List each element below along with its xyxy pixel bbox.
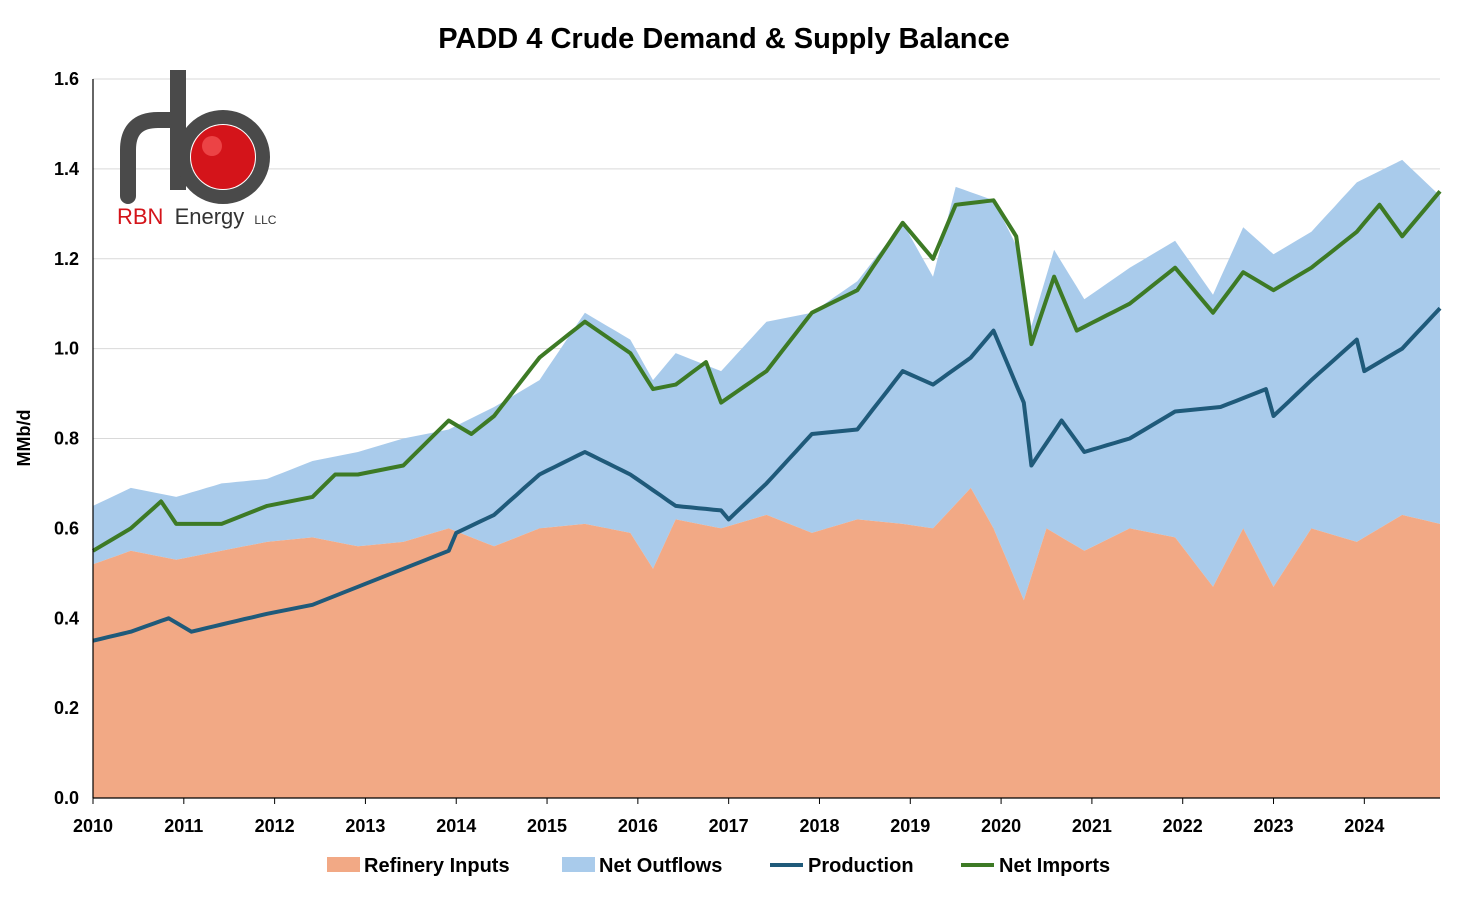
y-tick-label: 0.0: [54, 788, 79, 808]
logo-suffix: LLC: [254, 213, 276, 227]
x-tick-label: 2012: [255, 816, 295, 836]
x-tick-label: 2017: [709, 816, 749, 836]
rbn-logo: RBN Energy LLC: [117, 70, 277, 229]
legend-label-net-imports: Net Imports: [999, 855, 1110, 877]
x-tick-label: 2011: [164, 816, 203, 836]
x-tick-label: 2018: [799, 816, 839, 836]
legend-swatch-refinery-inputs: [327, 857, 360, 872]
x-tick-label: 2020: [981, 816, 1021, 836]
net-imports-line: [91, 190, 1442, 553]
y-tick-label: 1.4: [54, 159, 79, 179]
logo-name: Energy: [175, 204, 245, 229]
x-tick-label: 2014: [436, 816, 476, 836]
y-tick-label: 1.6: [54, 69, 79, 89]
y-tick-label: 1.2: [54, 249, 79, 269]
x-tick-label: 2024: [1344, 816, 1384, 836]
x-tick-label: 2010: [73, 816, 113, 836]
x-tick-label: 2022: [1163, 816, 1203, 836]
chart-title: PADD 4 Crude Demand & Supply Balance: [438, 23, 1010, 55]
y-tick-label: 0.2: [54, 698, 79, 718]
logo-brand: RBN: [117, 204, 163, 229]
x-tick-label: 2015: [527, 816, 567, 836]
net-outflows-area: [93, 159, 1440, 601]
y-tick-label: 0.6: [54, 518, 79, 538]
refinery-inputs-area: [93, 487, 1440, 798]
x-tick-label: 2013: [345, 816, 385, 836]
legend-label-refinery-inputs: Refinery Inputs: [364, 855, 510, 877]
y-axis-title: MMb/d: [14, 410, 34, 467]
legend-label-production: Production: [808, 855, 914, 877]
y-tick-label: 1.0: [54, 339, 79, 359]
area-series: [93, 159, 1440, 798]
axes: [92, 79, 1440, 799]
y-tick-label: 0.4: [54, 608, 79, 628]
legend: Refinery Inputs Net Outflows Production …: [327, 855, 1110, 877]
x-tick-label: 2016: [618, 816, 658, 836]
line-series: [91, 190, 1442, 643]
legend-swatch-net-outflows: [562, 857, 595, 872]
svg-text:RBN Energy LLC: RBN Energy LLC: [117, 204, 277, 229]
x-axis-ticks: 2010 2011 2012 2013 2014 2015 2016 2017 2018 2019…: [73, 798, 1384, 836]
x-tick-label: 2021: [1072, 816, 1112, 836]
y-tick-label: 0.8: [54, 429, 79, 449]
legend-label-net-outflows: Net Outflows: [599, 855, 722, 877]
x-tick-label: 2023: [1253, 816, 1293, 836]
production-line: [92, 306, 1442, 643]
x-tick-label: 2019: [890, 816, 930, 836]
red-sphere-icon: [191, 125, 255, 189]
y-axis-ticks: 0.0 0.2 0.4 0.6 0.8 1.0 1.2 1.4 1.6: [54, 69, 79, 808]
